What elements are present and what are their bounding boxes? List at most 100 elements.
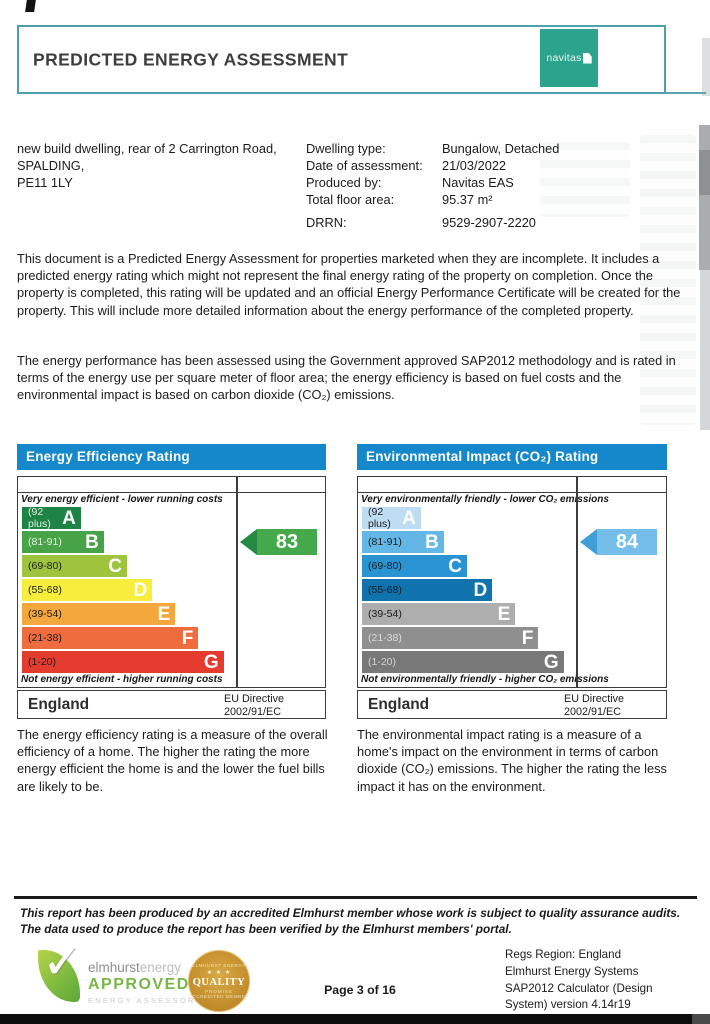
arrow-tip-icon — [580, 529, 597, 555]
chart-title: Environmental Impact (CO₂) Rating — [357, 444, 667, 470]
scan-edge-strip — [699, 150, 710, 195]
band-range-label: (1-20) — [28, 656, 57, 668]
band-letter: B — [425, 531, 439, 553]
band-letter: C — [108, 555, 122, 577]
band-range-label: (21-38) — [28, 632, 62, 644]
band-range-label: (81-91) — [28, 536, 62, 548]
rating-band-E: (39-54) E — [362, 603, 516, 625]
detail-value: 95.37 m² — [442, 192, 493, 207]
scan-bottom-bar — [0, 1014, 710, 1024]
detail-label: Total floor area: — [306, 192, 395, 207]
detail-label: Produced by: — [306, 175, 382, 190]
property-details: Dwelling type: Bungalow, Detached Date o… — [306, 140, 686, 231]
regs-region-block: Regs Region: England Elmhurst Energy Sys… — [505, 948, 653, 1012]
page-glyph-icon — [582, 52, 592, 64]
chart-directive-label: EU Directive 2002/91/EC — [564, 693, 624, 718]
energy-efficiency-rating-chart: Energy Efficiency Rating Very energy eff… — [17, 444, 326, 719]
chart-column-divider — [576, 477, 578, 687]
chart-region-label: England — [28, 695, 90, 713]
chart-header-row — [358, 477, 666, 493]
chart-body: Very environmentally friendly - lower CO… — [357, 476, 667, 688]
detail-label: DRRN: — [306, 215, 347, 230]
rating-band-C: (69-80) C — [362, 555, 467, 577]
detail-value: 9529-2907-2220 — [442, 215, 536, 230]
property-address: new build dwelling, rear of 2 Carrington… — [17, 141, 277, 190]
band-letter: C — [448, 555, 462, 577]
chart-directive-label: EU Directive 2002/91/EC — [224, 693, 284, 718]
leaf-checkmark-icon: ✓ — [38, 938, 83, 1002]
detail-row-produced-by: Produced by: Navitas EAS — [306, 174, 686, 191]
chart-region-label: England — [368, 695, 430, 713]
band-range-label: (81-91) — [368, 536, 402, 548]
detail-row-assessment-date: Date of assessment: 21/03/2022 — [306, 157, 686, 174]
detail-value: Navitas EAS — [442, 175, 514, 190]
band-letter: F — [181, 627, 194, 649]
elmhurst-logo-name: elmhurstenergy — [88, 960, 182, 975]
band-range-label: (1-20) — [368, 656, 397, 668]
band-letter: B — [85, 531, 99, 553]
elmhurst-approved-logo: ✓ elmhurstenergy APPROVED ENERGY ASSESSO… — [38, 938, 278, 1010]
current-rating-value: 83 — [257, 529, 317, 555]
chart-body: Very energy efficient - lower running co… — [17, 476, 326, 688]
chart-column-divider — [236, 477, 238, 687]
scan-line-artifact — [666, 92, 706, 94]
chart-region-row: England EU Directive 2002/91/EC — [357, 690, 667, 719]
rating-band-C: (69-80) C — [22, 555, 127, 577]
band-range-label: (55-68) — [28, 584, 62, 596]
chart-region-row: England EU Directive 2002/91/EC — [17, 690, 326, 719]
detail-value: Bungalow, Detached — [442, 141, 560, 156]
band-letter: A — [402, 507, 416, 529]
bleed-through-artifact — [640, 135, 696, 425]
chart-bands: (92 plus) A (81-91) B (69-80) C (55-68) D (39-54… — [358, 506, 572, 673]
rating-band-A: (92 plus) A — [362, 506, 421, 530]
band-letter: E — [497, 603, 511, 625]
environmental-impact-rating-chart: Environmental Impact (CO₂) Rating Very e… — [357, 444, 667, 719]
rating-band-G: (1-20) G — [22, 651, 224, 673]
band-letter: G — [543, 651, 559, 673]
navitas-logo: navitas — [540, 29, 598, 87]
intro-paragraph-2: The energy performance has been assessed… — [17, 353, 676, 403]
rating-band-B: (81-91) B — [362, 531, 444, 553]
band-range-label: (69-80) — [368, 560, 402, 572]
rating-arrow: 83 — [240, 529, 317, 555]
detail-row-drrn: DRRN: 9529-2907-2220 — [306, 214, 686, 231]
arrow-tip-icon — [240, 529, 257, 555]
band-range-label: (55-68) — [368, 584, 402, 596]
detail-row-dwelling-type: Dwelling type: Bungalow, Detached — [306, 140, 686, 157]
badge-arc-top: ELMHURST ENERGY — [192, 963, 246, 968]
document-header: PREDICTED ENERGY ASSESSMENT navitas — [17, 25, 666, 94]
chart-bands: (92 plus) A (81-91) B (69-80) C (55-68) D (39-54… — [18, 506, 232, 673]
band-letter: D — [133, 579, 148, 601]
rating-arrow: 84 — [580, 529, 657, 555]
chart-caption-bottom: Not environmentally friendly - higher CO… — [361, 674, 609, 685]
chart-caption-bottom: Not energy efficient - higher running co… — [21, 674, 223, 685]
badge-quality-label: QUALITY — [192, 977, 246, 988]
page-number: Page 3 of 16 — [324, 983, 396, 997]
scan-edge-strip — [699, 125, 710, 270]
elmhurst-approved-label: APPROVED — [88, 976, 190, 993]
detail-label: Date of assessment: — [306, 158, 423, 173]
detail-value: 21/03/2022 — [442, 158, 507, 173]
rating-band-F: (21-38) F — [22, 627, 199, 649]
rating-band-D: (55-68) D — [362, 579, 493, 601]
chart-caption-top: Very energy efficient - lower running co… — [21, 494, 223, 505]
quality-assurance-disclaimer: This report has been produced by an accr… — [20, 906, 681, 936]
rating-band-E: (39-54) E — [22, 603, 176, 625]
quality-promise-badge: ELMHURST ENERGY ★ ★ ★ QUALITY PROMISE AC… — [188, 950, 250, 1012]
energy-efficiency-explanation: The energy efficiency rating is a measur… — [17, 727, 328, 794]
environmental-impact-explanation: The environmental impact rating is a mea… — [357, 727, 667, 794]
scan-corner-mark — [25, 0, 36, 12]
chart-header-row — [18, 477, 325, 493]
band-range-label: (69-80) — [28, 560, 62, 572]
band-letter: A — [62, 507, 76, 529]
band-letter: G — [203, 651, 219, 673]
badge-promise-label: PROMISE — [205, 989, 233, 994]
rating-band-F: (21-38) F — [362, 627, 539, 649]
elmhurst-assessor-label: ENERGY ASSESSOR — [88, 996, 196, 1005]
band-letter: F — [521, 627, 534, 649]
band-range-label: (92 plus) — [28, 506, 51, 530]
footer-divider — [14, 896, 697, 899]
rating-band-B: (81-91) B — [22, 531, 104, 553]
badge-stars: ★ ★ ★ — [206, 970, 232, 976]
